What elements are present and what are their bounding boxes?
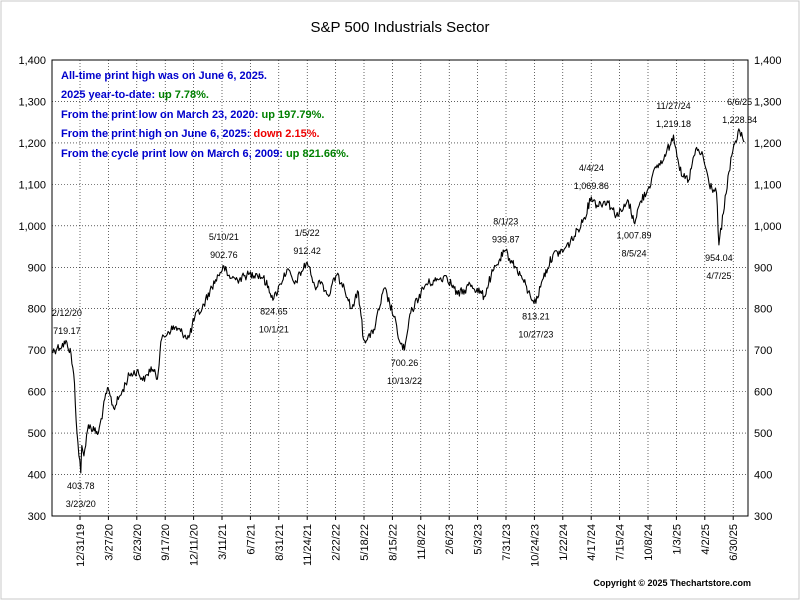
y-tick-label-left: 1,100 [18, 179, 46, 191]
x-tick-label: 1/3/25 [671, 524, 683, 555]
annotation-text: All-time print high was on June 6, 2025. [61, 70, 267, 82]
annotation-value-label: 719.17 [53, 326, 81, 336]
y-tick-label-left: 1,200 [18, 138, 46, 150]
x-tick-label: 4/2/25 [700, 524, 712, 555]
y-tick-label-left: 1,400 [18, 55, 46, 67]
annotation-value-label: 403.78 [67, 481, 95, 491]
y-tick-label-left: 900 [28, 262, 46, 274]
y-tick-label-right: 700 [754, 345, 772, 357]
x-tick-label: 8/15/22 [387, 524, 399, 561]
annotation-text: up 821.66%. [285, 147, 349, 160]
y-tick-label-right: 900 [754, 262, 772, 274]
x-tick-label: 11/24/21 [302, 524, 314, 566]
y-tick-label-left: 1,000 [18, 221, 46, 233]
annotation-line: From the print high on June 6, 2025: dow… [61, 125, 349, 144]
annotation-text: From the print low on March 23, 2020: [61, 108, 262, 121]
annotation-text: up 197.79%. [261, 108, 325, 121]
x-tick-label: 5/3/23 [473, 524, 485, 555]
x-tick-label: 1/22/24 [558, 524, 570, 561]
annotation-date-label: 1/5/22 [295, 228, 320, 238]
y-tick-label-right: 500 [754, 428, 772, 440]
chart-title: S&P 500 Industrials Sector [310, 19, 490, 36]
x-tick-label: 6/7/21 [245, 524, 257, 555]
y-tick-label-right: 400 [754, 470, 772, 482]
y-tick-label-left: 300 [28, 511, 46, 523]
annotation-date-label: 10/1/21 [259, 325, 289, 335]
annotation-date-label: 11/27/24 [656, 101, 690, 111]
y-tick-label-left: 700 [28, 345, 46, 357]
annotation-date-label: 3/23/20 [66, 499, 96, 509]
x-tick-label: 2/6/23 [444, 524, 456, 555]
annotation-line: All-time print high was on June 6, 2025. [61, 67, 349, 86]
y-tick-label-right: 1,100 [754, 179, 782, 191]
x-tick-label: 6/23/20 [132, 524, 144, 561]
y-tick-label-right: 1,300 [754, 96, 782, 108]
annotation-date-label: 6/6/25 [727, 97, 752, 107]
x-tick-label: 2/22/22 [331, 524, 343, 561]
x-tick-label: 4/17/24 [586, 524, 598, 561]
x-tick-label: 12/11/20 [189, 524, 201, 566]
annotation-date-label: 8/5/24 [621, 249, 646, 259]
x-tick-label: 3/27/20 [103, 524, 115, 561]
annotation-value-label: 1,219.18 [656, 119, 691, 129]
x-tick-label: 10/8/24 [643, 524, 655, 561]
x-tick-label: 12/31/19 [75, 524, 87, 567]
annotation-text: up 7.78%. [158, 89, 209, 102]
x-tick-label: 6/30/25 [728, 524, 740, 561]
annotation-text: 2025 year-to-date: [61, 89, 159, 102]
annotation-date-label: 10/13/22 [387, 376, 422, 386]
x-tick-label: 8/31/21 [274, 524, 286, 561]
annotation-value-label: 1,228.84 [722, 115, 757, 125]
annotation-date-label: 2/12/20 [52, 308, 82, 318]
annotation-line: 2025 year-to-date: up 7.78%. [61, 86, 349, 105]
x-tick-label: 5/18/22 [359, 524, 371, 561]
y-tick-label-left: 1,300 [18, 96, 46, 108]
y-tick-label-right: 1,000 [754, 221, 782, 233]
annotation-date-label: 8/1/23 [493, 217, 518, 227]
annotation-value-label: 902.76 [210, 250, 238, 260]
y-tick-label-left: 800 [28, 304, 46, 316]
price-series-line [51, 128, 745, 474]
y-tick-label-left: 600 [28, 387, 46, 399]
y-tick-label-right: 1,200 [754, 138, 782, 150]
annotation-date-label: 4/4/24 [579, 163, 604, 173]
annotation-value-label: 813.21 [522, 311, 550, 321]
y-tick-label-right: 800 [754, 304, 772, 316]
annotation-text: From the print high on June 6, 2025: [61, 128, 254, 141]
annotation-date-label: 5/10/21 [209, 232, 239, 242]
annotation-value-label: 939.87 [492, 235, 520, 245]
copyright-text: Copyright © 2025 Thechartstore.com [593, 578, 751, 588]
y-tick-label-left: 400 [28, 470, 46, 482]
y-tick-label-left: 500 [28, 428, 46, 440]
x-tick-label: 7/15/24 [615, 524, 627, 561]
x-tick-label: 7/31/23 [501, 524, 513, 561]
annotation-line: From the print low on March 23, 2020: up… [61, 106, 349, 125]
annotation-value-label: 1,007.89 [616, 231, 651, 241]
annotation-text: From the cycle print low on March 6, 200… [61, 147, 286, 160]
annotation-box: All-time print high was on June 6, 2025.… [61, 67, 349, 164]
annotation-date-label: 4/7/25 [706, 271, 731, 281]
annotation-value-label: 700.26 [391, 358, 419, 368]
y-tick-label-right: 600 [754, 387, 772, 399]
annotation-date-label: 10/27/23 [518, 329, 553, 339]
annotation-value-label: 912.42 [293, 246, 321, 256]
annotation-value-label: 954.04 [705, 253, 733, 263]
y-tick-label-right: 300 [754, 511, 772, 523]
annotation-value-label: 1,069.86 [574, 181, 609, 191]
annotation-text: down 2.15%. [253, 128, 320, 141]
annotation-value-label: 824.65 [260, 307, 288, 317]
y-tick-label-right: 1,400 [754, 55, 782, 67]
x-tick-label: 3/11/21 [217, 524, 229, 560]
x-tick-label: 11/8/22 [416, 524, 428, 560]
x-tick-label: 9/17/20 [160, 524, 172, 561]
annotation-line: From the cycle print low on March 6, 200… [61, 145, 349, 164]
x-tick-label: 10/24/23 [529, 524, 541, 567]
